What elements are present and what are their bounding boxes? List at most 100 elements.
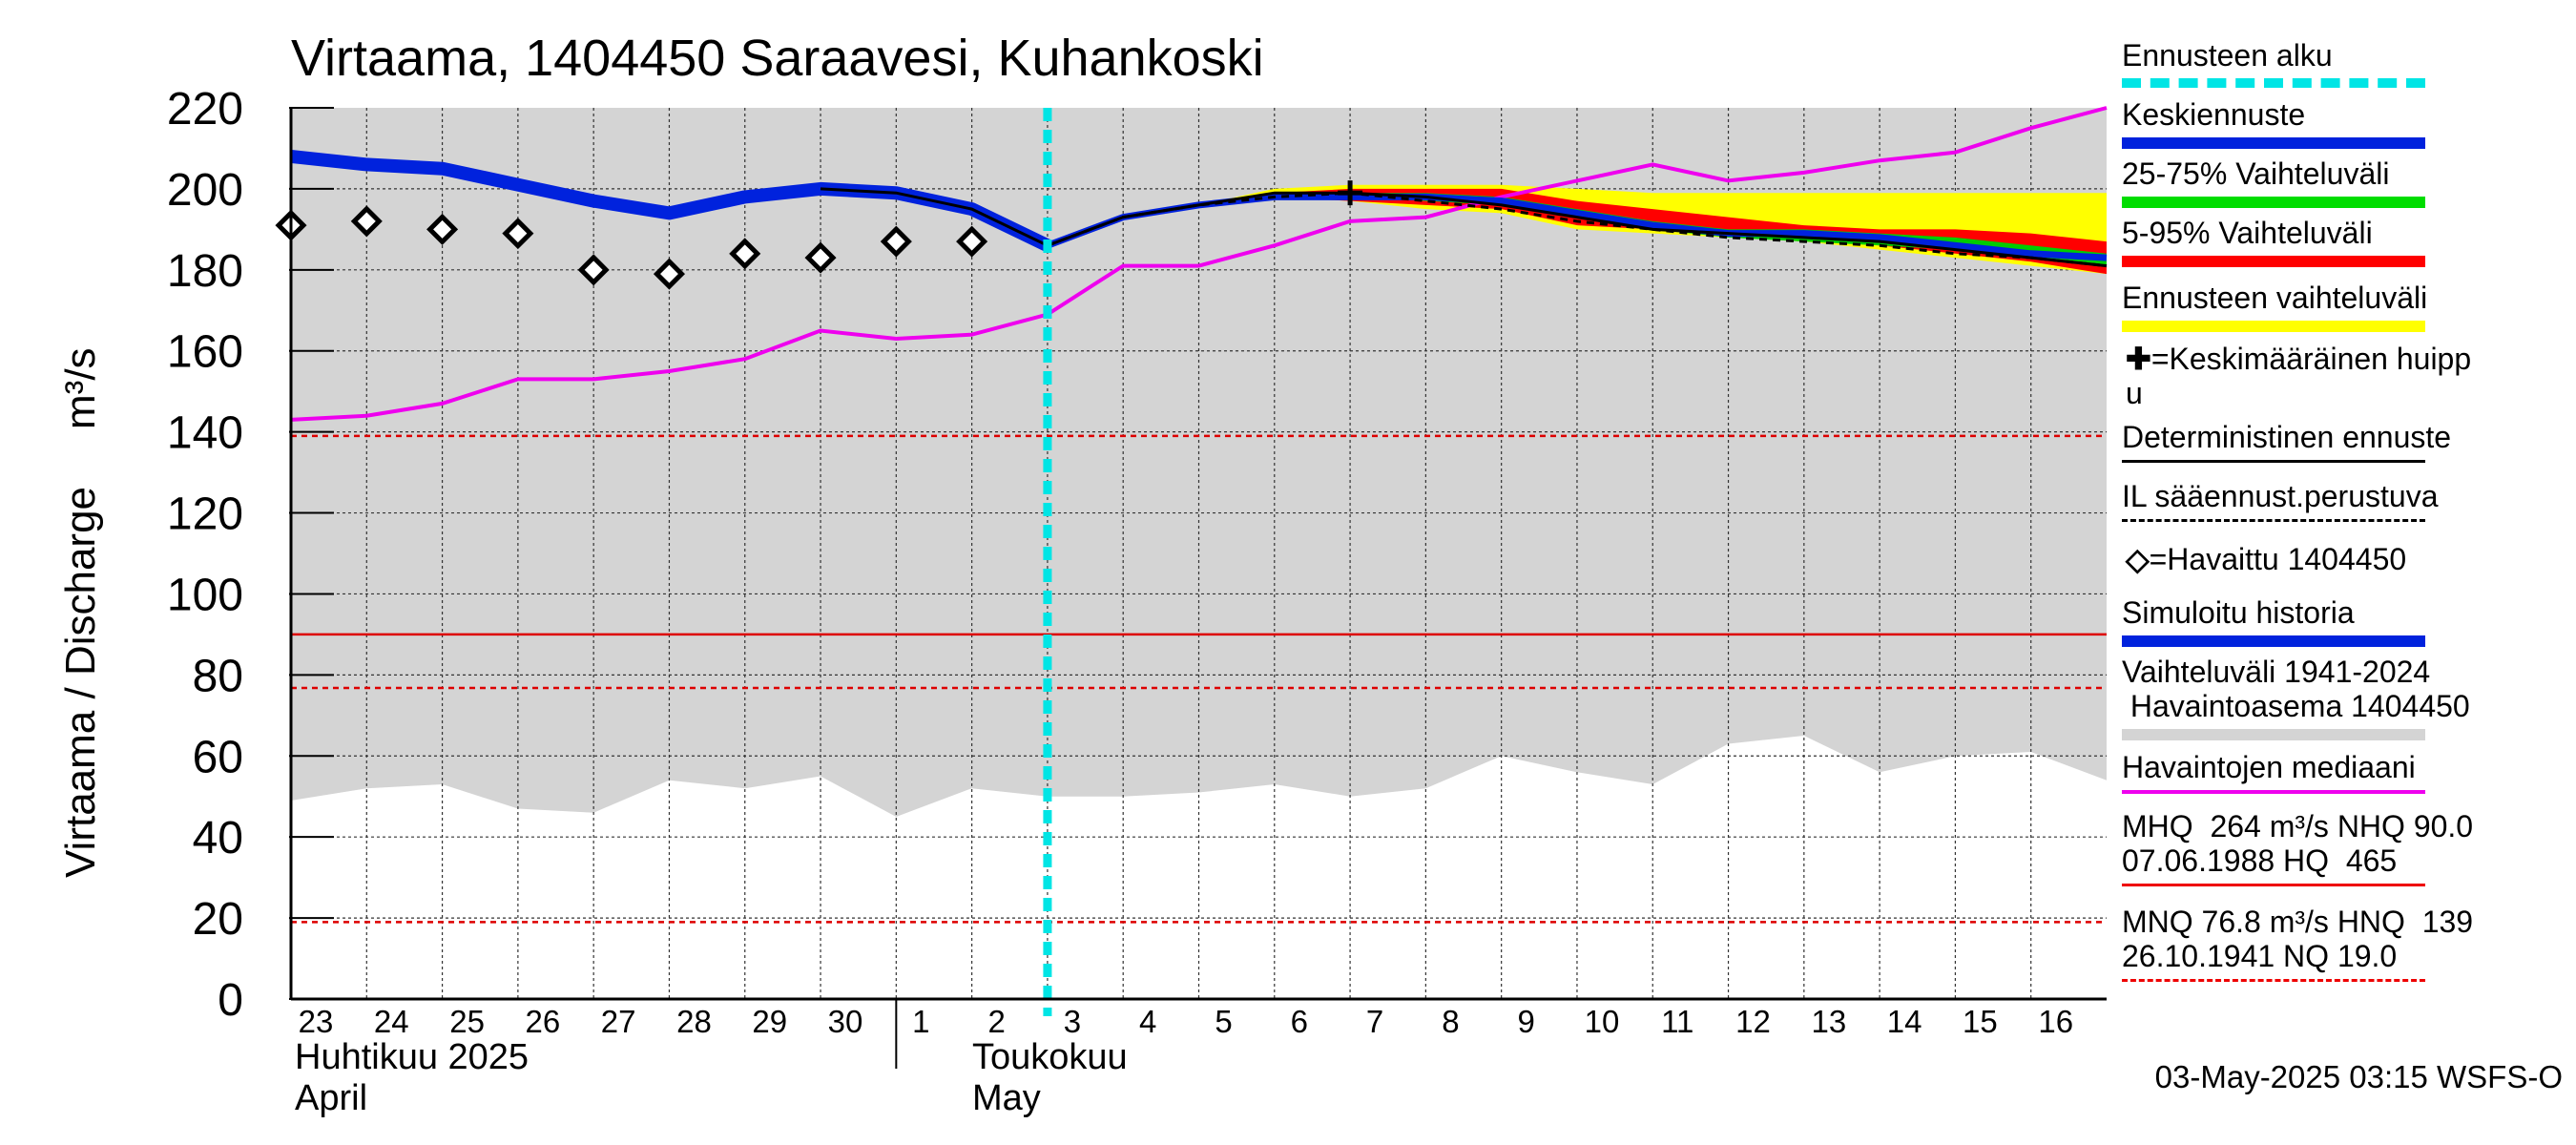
y-tick-label: 0 bbox=[218, 975, 243, 1026]
x-tick-label: 3 bbox=[1064, 1004, 1081, 1039]
observed-marker bbox=[502, 218, 534, 250]
y-tick-label: 120 bbox=[167, 489, 243, 540]
legend-swatch bbox=[2122, 137, 2425, 149]
y-axis-title: Virtaama / Discharge bbox=[57, 486, 104, 878]
observed-marker bbox=[350, 205, 383, 238]
legend-swatch bbox=[2122, 519, 2425, 522]
y-tick-label: 20 bbox=[193, 894, 243, 945]
legend-label: MHQ 264 m³/s NHQ 90.0 07.06.1988 HQ 465 bbox=[2122, 809, 2474, 878]
legend-swatch bbox=[2122, 197, 2425, 208]
legend-swatch bbox=[2122, 635, 2425, 647]
legend-item-simulated: Simuloitu historia bbox=[2122, 595, 2542, 647]
observed-marker bbox=[804, 241, 837, 274]
legend-item-observed: ◇=Havaittu 1404450 bbox=[2122, 542, 2542, 576]
legend-item-forecast-start: Ennusteen alku bbox=[2122, 38, 2542, 88]
y-tick-label: 140 bbox=[167, 408, 243, 459]
timestamp-footer: 03-May-2025 03:15 WSFS-O bbox=[2154, 1059, 2563, 1094]
y-axis-unit: m³/s bbox=[57, 347, 104, 429]
x-tick-label: 6 bbox=[1291, 1004, 1308, 1039]
range-5-95-band bbox=[1047, 188, 2107, 275]
x-tick-label: 14 bbox=[1887, 1004, 1922, 1039]
y-axis-label: Virtaama / Discharge m³/s bbox=[57, 347, 105, 878]
y-tick-label: 160 bbox=[167, 327, 243, 378]
x-tick-label: 9 bbox=[1517, 1004, 1534, 1039]
forecast-range-band bbox=[1047, 184, 2107, 275]
legend-label: IL sääennust.perustuva bbox=[2122, 479, 2439, 513]
x-tick-label: 10 bbox=[1585, 1004, 1620, 1039]
month-label-april-fi: Huhtikuu 2025 bbox=[295, 1037, 529, 1077]
x-tick-label: 27 bbox=[601, 1004, 636, 1039]
month-label-may-en: May bbox=[972, 1078, 1041, 1118]
y-tick-label: 100 bbox=[167, 570, 243, 620]
plus-marker-icon: ✚ bbox=[2126, 342, 2151, 376]
x-tick-label: 13 bbox=[1811, 1004, 1846, 1039]
legend-item-mean-peak: ✚=Keskimääräinen huipp u bbox=[2122, 342, 2542, 410]
x-tick-label: 24 bbox=[374, 1004, 409, 1039]
legend-label: Ennusteen alku bbox=[2122, 38, 2333, 73]
y-tick-label: 60 bbox=[193, 732, 243, 782]
x-tick-label: 28 bbox=[676, 1004, 712, 1039]
x-tick-label: 4 bbox=[1139, 1004, 1156, 1039]
diamond-marker-icon: ◇ bbox=[2126, 542, 2150, 576]
observed-marker bbox=[577, 254, 610, 286]
observed-marker bbox=[426, 213, 459, 245]
il-forecast-line bbox=[1047, 191, 2108, 268]
month-label-may-fi: Toukokuu bbox=[972, 1037, 1128, 1077]
x-tick-label: 11 bbox=[1661, 1004, 1693, 1039]
legend-label: Keskiennuste bbox=[2122, 97, 2306, 132]
y-tick-label: 220 bbox=[167, 84, 243, 135]
x-tick-label: 2 bbox=[987, 1004, 1005, 1039]
y-tick-label: 80 bbox=[193, 651, 243, 701]
legend-item-mhq: MHQ 264 m³/s NHQ 90.0 07.06.1988 HQ 465 bbox=[2122, 809, 2542, 886]
x-tick-label: 5 bbox=[1215, 1004, 1232, 1039]
x-tick-label: 12 bbox=[1735, 1004, 1771, 1039]
legend-swatch bbox=[2122, 979, 2425, 982]
legend-label: ✚=Keskimääräinen huipp u bbox=[2126, 342, 2472, 410]
legend-item-range-5-95: 5-95% Vaihteluväli bbox=[2122, 216, 2542, 267]
y-tick-label: 40 bbox=[193, 813, 243, 864]
grid bbox=[291, 108, 2107, 999]
chart-title: Virtaama, 1404450 Saraavesi, Kuhankoski bbox=[291, 30, 1264, 87]
legend-swatch bbox=[2122, 790, 2425, 794]
observed-marker bbox=[653, 258, 685, 290]
deterministic-forecast-line bbox=[1047, 191, 2108, 268]
legend-swatch bbox=[2122, 321, 2425, 332]
legend-label: Havaintojen mediaani bbox=[2122, 750, 2416, 784]
legend-swatch bbox=[2122, 256, 2425, 267]
legend-label: 5-95% Vaihteluväli bbox=[2122, 216, 2373, 250]
legend-swatch bbox=[2122, 78, 2425, 88]
x-tick-label: 26 bbox=[526, 1004, 561, 1039]
legend-item-forecast-range: Ennusteen vaihteluväli bbox=[2122, 281, 2542, 332]
simulated-history-edge bbox=[820, 187, 1049, 247]
observed-marker bbox=[729, 238, 761, 270]
x-tick-label: 15 bbox=[1963, 1004, 1998, 1039]
x-tick-label: 29 bbox=[752, 1004, 787, 1039]
legend-item-range-25-75: 25-75% Vaihteluväli bbox=[2122, 156, 2542, 208]
historical-range-area bbox=[291, 108, 2107, 817]
legend-swatch bbox=[2122, 884, 2425, 886]
legend-label: Ennusteen vaihteluväli bbox=[2122, 281, 2428, 315]
x-tick-label: 8 bbox=[1442, 1004, 1459, 1039]
legend-item-median: Havaintojen mediaani bbox=[2122, 750, 2542, 794]
observed-marker bbox=[956, 225, 988, 258]
observed-marker bbox=[880, 225, 912, 258]
legend-item-mean-forecast: Keskiennuste bbox=[2122, 97, 2542, 149]
legend-label: Deterministinen ennuste bbox=[2122, 420, 2452, 454]
legend-item-mnq: MNQ 76.8 m³/s HNQ 139 26.10.1941 NQ 19.0 bbox=[2122, 905, 2542, 982]
x-tick-label: 1 bbox=[912, 1004, 929, 1039]
legend-label: MNQ 76.8 m³/s HNQ 139 26.10.1941 NQ 19.0 bbox=[2122, 905, 2474, 973]
legend-label: Simuloitu historia bbox=[2122, 595, 2355, 630]
legend-swatch bbox=[2122, 729, 2425, 740]
legend-label: ◇=Havaittu 1404450 bbox=[2126, 542, 2407, 576]
y-tick-label: 200 bbox=[167, 165, 243, 216]
x-tick-label: 30 bbox=[828, 1004, 863, 1039]
mean-peak-marker bbox=[1338, 180, 1363, 206]
legend-label: Vaihteluväli 1941-2024 Havaintoasema 140… bbox=[2122, 655, 2470, 723]
x-tick-label: 25 bbox=[449, 1004, 485, 1039]
legend-swatch bbox=[2122, 460, 2425, 463]
month-label-april-en: April bbox=[295, 1078, 367, 1118]
x-tick-label: 23 bbox=[299, 1004, 334, 1039]
y-tick-label: 180 bbox=[167, 246, 243, 297]
x-tick-label: 7 bbox=[1366, 1004, 1383, 1039]
